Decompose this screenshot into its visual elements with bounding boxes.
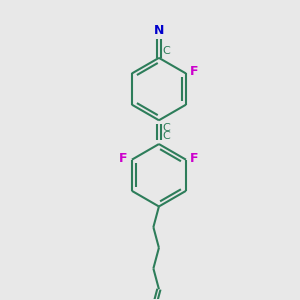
Text: C: C: [163, 131, 170, 141]
Text: F: F: [190, 152, 199, 165]
Text: N: N: [154, 24, 164, 37]
Text: C: C: [163, 46, 170, 56]
Text: F: F: [190, 65, 199, 79]
Text: C: C: [163, 123, 170, 133]
Text: F: F: [119, 152, 128, 165]
